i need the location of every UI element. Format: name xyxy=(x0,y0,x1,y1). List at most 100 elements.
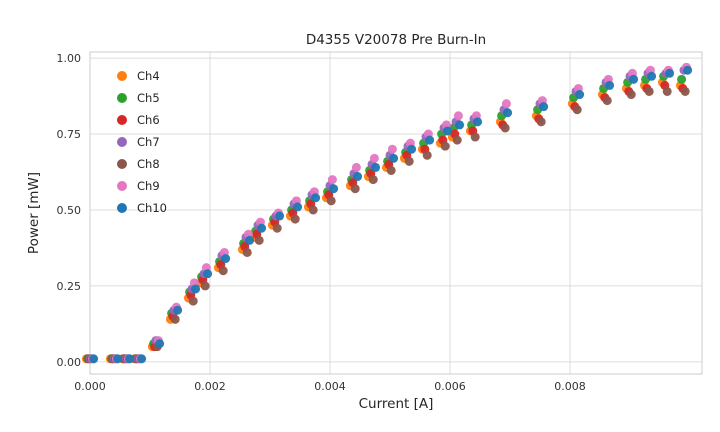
data-point xyxy=(368,175,378,185)
legend-label-ch10: Ch10 xyxy=(137,201,167,215)
data-point xyxy=(308,205,318,215)
data-point xyxy=(665,68,675,78)
scatter-points xyxy=(81,62,693,364)
data-point xyxy=(404,156,414,166)
data-point xyxy=(503,108,513,118)
legend-label-ch5: Ch5 xyxy=(137,91,160,105)
legend-marker-ch10 xyxy=(117,203,127,213)
data-point xyxy=(440,141,450,151)
data-point xyxy=(386,165,396,175)
data-point xyxy=(173,305,183,315)
data-point xyxy=(453,111,463,121)
data-point xyxy=(539,102,549,112)
data-point xyxy=(452,135,462,145)
data-point xyxy=(275,211,285,221)
legend-label-ch9: Ch9 xyxy=(137,179,160,193)
data-point xyxy=(191,284,201,294)
y-tick-label: 1.00 xyxy=(57,52,82,65)
legend: Ch4 Ch5 Ch6 Ch7 Ch8 Ch9 Ch10 xyxy=(117,69,167,215)
legend-label-ch4: Ch4 xyxy=(137,69,160,83)
data-point xyxy=(272,223,282,233)
data-point xyxy=(575,90,585,100)
y-tick-label: 0.50 xyxy=(57,204,82,217)
y-tick-label: 0.25 xyxy=(57,280,82,293)
x-tick-label: 0.000 xyxy=(74,380,106,393)
data-point xyxy=(329,184,339,194)
data-point xyxy=(113,354,123,364)
data-point xyxy=(188,296,198,306)
x-tick-label: 0.008 xyxy=(554,380,586,393)
data-point xyxy=(254,235,264,245)
data-point xyxy=(605,80,615,90)
data-point xyxy=(257,223,267,233)
data-point xyxy=(290,214,300,224)
y-tick-label: 0.00 xyxy=(57,356,82,369)
data-point xyxy=(389,153,399,163)
data-point xyxy=(647,71,657,81)
data-point xyxy=(351,162,361,172)
data-point xyxy=(245,235,255,245)
x-tick-labels: 0.000 0.002 0.004 0.006 0.008 xyxy=(74,380,586,393)
data-point xyxy=(350,184,360,194)
legend-label-ch8: Ch8 xyxy=(137,157,160,171)
data-point xyxy=(311,193,321,203)
data-point xyxy=(221,254,231,264)
x-tick-label: 0.006 xyxy=(434,380,466,393)
legend-marker-ch4 xyxy=(117,71,127,81)
data-point xyxy=(218,266,228,276)
data-point xyxy=(89,354,99,364)
legend-marker-ch5 xyxy=(117,93,127,103)
legend-marker-ch9 xyxy=(117,181,127,191)
series-ch10 xyxy=(89,65,693,364)
chart-title: D4355 V20078 Pre Burn-In xyxy=(306,32,486,48)
data-point xyxy=(473,117,483,127)
data-point xyxy=(602,96,612,106)
data-point xyxy=(501,99,511,109)
data-point xyxy=(137,354,147,364)
data-point xyxy=(455,120,465,130)
series-ch8 xyxy=(86,86,690,364)
y-axis-label: Power [mW] xyxy=(26,172,42,254)
legend-label-ch6: Ch6 xyxy=(137,113,160,127)
legend-marker-ch8 xyxy=(117,159,127,169)
data-point xyxy=(500,123,510,133)
data-point xyxy=(293,202,303,212)
data-point xyxy=(677,74,687,84)
data-point xyxy=(422,150,432,160)
x-tick-label: 0.004 xyxy=(314,380,346,393)
data-point xyxy=(443,126,453,136)
data-point xyxy=(371,162,381,172)
data-point xyxy=(125,354,135,364)
data-point xyxy=(200,281,210,291)
x-axis-label: Current [A] xyxy=(359,396,434,412)
data-point xyxy=(683,65,693,75)
data-point xyxy=(170,314,180,324)
data-point xyxy=(369,153,379,163)
x-tick-label: 0.002 xyxy=(194,380,226,393)
y-tick-labels: 0.00 0.25 0.50 0.75 1.00 xyxy=(57,52,82,369)
data-point xyxy=(680,86,690,96)
data-point xyxy=(644,86,654,96)
data-point xyxy=(155,339,165,349)
data-point xyxy=(242,247,252,257)
legend-marker-ch7 xyxy=(117,137,127,147)
data-point xyxy=(387,144,397,154)
data-point xyxy=(572,105,582,115)
data-point xyxy=(326,196,336,206)
data-point xyxy=(327,175,337,185)
data-point xyxy=(470,132,480,142)
data-point xyxy=(203,269,213,279)
y-tick-label: 0.75 xyxy=(57,128,82,141)
plot-border xyxy=(89,51,703,375)
legend-label-ch7: Ch7 xyxy=(137,135,160,149)
data-point xyxy=(353,172,363,182)
data-point xyxy=(626,90,636,100)
data-point xyxy=(425,135,435,145)
legend-marker-ch6 xyxy=(117,115,127,125)
data-point xyxy=(629,74,639,84)
data-point xyxy=(662,86,672,96)
data-point xyxy=(536,117,546,127)
data-point xyxy=(407,144,417,154)
